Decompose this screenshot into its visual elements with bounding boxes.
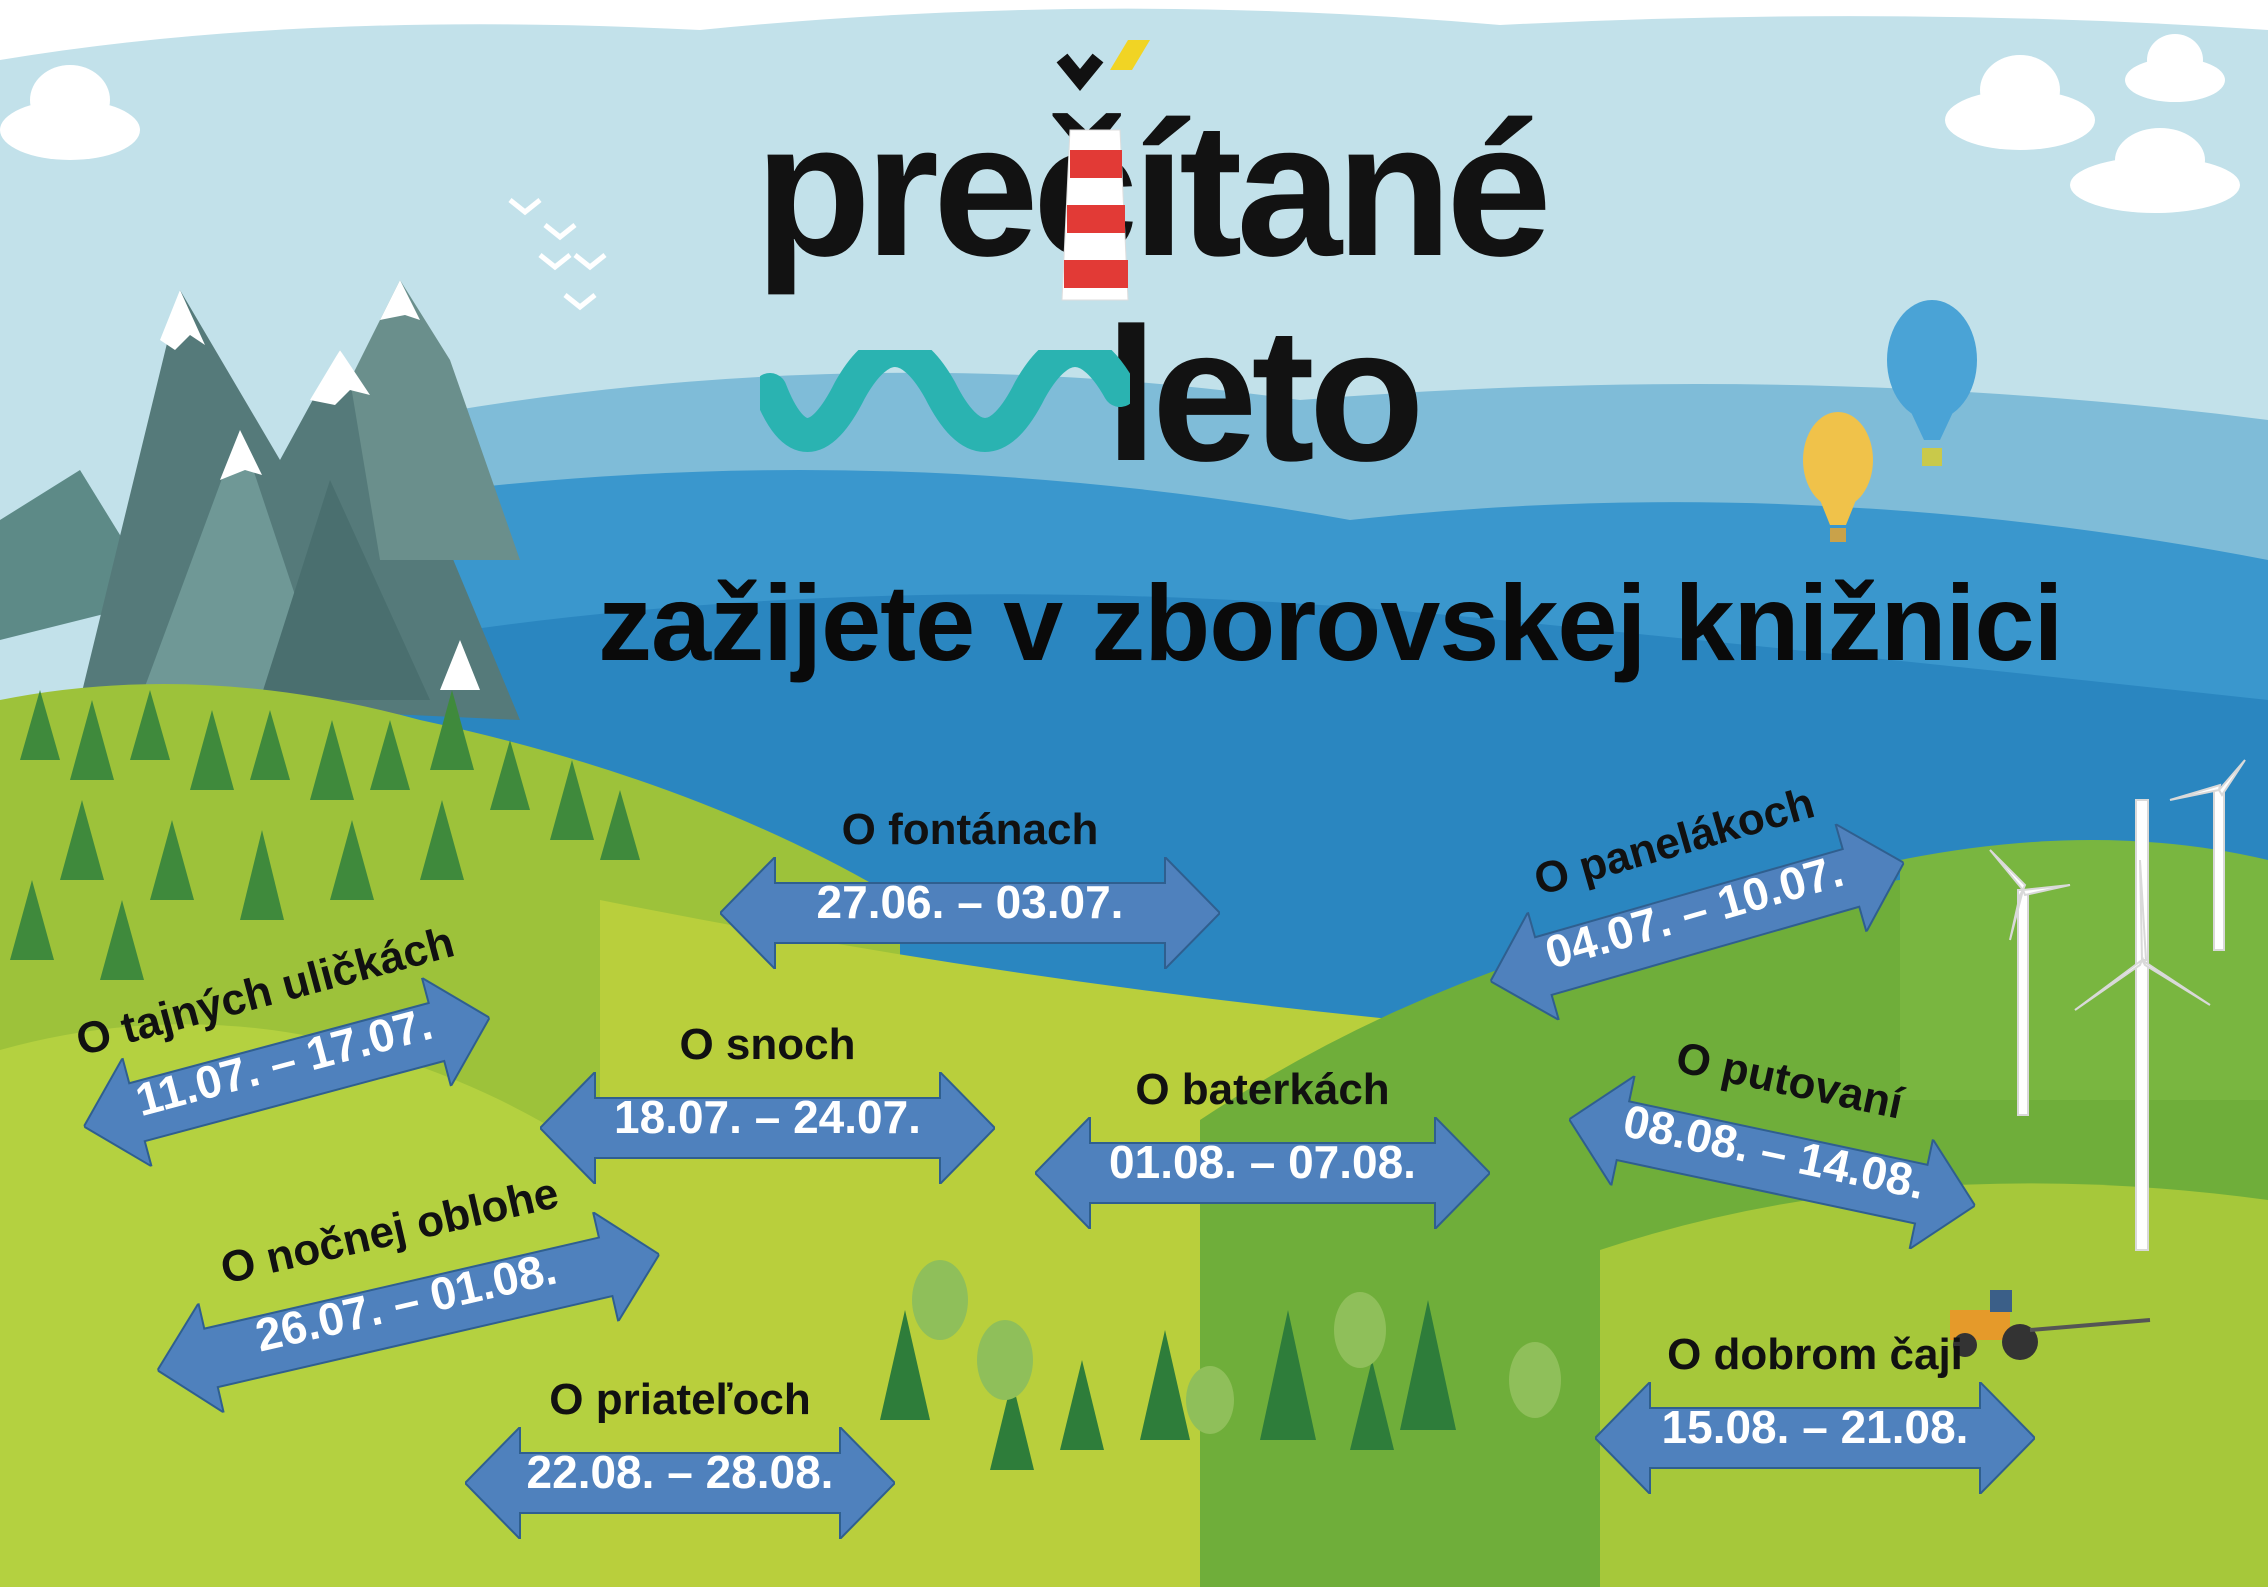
- wind-turbine-icon: [1989, 759, 2246, 1251]
- topic-dates: 27.06. – 03.07.: [816, 876, 1124, 928]
- topic-item: O tajných uličkách 11.07. – 17.07.: [56, 913, 504, 1180]
- topic-name: O snoch: [679, 1020, 856, 1069]
- birds-icon: [508, 198, 607, 311]
- logo-title-line2: leto: [1105, 289, 1425, 501]
- topic-item: O priateľoch 22.08. – 28.08.: [465, 1375, 895, 1539]
- topic-name: O priateľoch: [549, 1375, 811, 1424]
- tractor-icon: [1950, 1290, 2151, 1360]
- mountains-icon: [0, 280, 520, 720]
- double-arrow-icon: [1035, 1117, 1490, 1229]
- logo-title-line1: prečítané: [755, 84, 1552, 296]
- double-arrow-icon: [1567, 1073, 1977, 1252]
- topic-item: O panelákoch 04.07. – 10.07.: [1461, 759, 1920, 1035]
- topic-item: O dobrom čaji 15.08. – 21.08.: [1595, 1330, 2035, 1494]
- double-arrow-icon: [156, 1210, 661, 1415]
- double-arrow-icon: [1595, 1382, 2035, 1494]
- topic-item: O fontánach 27.06. – 03.07.: [720, 805, 1220, 969]
- round-trees-icon: [912, 1260, 1561, 1434]
- subtitle: zažijete v zborovskej knižnici: [598, 562, 2064, 683]
- topic-item: O nočnej oblohe 26.07. – 01.08.: [133, 1149, 672, 1425]
- topic-dates: 01.08. – 07.08.: [1109, 1136, 1416, 1188]
- topic-item: O baterkách 01.08. – 07.08.: [1035, 1065, 1490, 1229]
- forest-icon: [10, 690, 640, 980]
- topic-dates: 22.08. – 28.08.: [526, 1446, 834, 1498]
- double-arrow-icon: [465, 1427, 895, 1539]
- double-arrow-icon: [1489, 821, 1906, 1023]
- double-arrow-icon: [540, 1072, 995, 1184]
- cloud-icon: [0, 34, 2240, 213]
- topic-item: O putovaní 08.08. – 14.08.: [1557, 1014, 1997, 1261]
- trees-icon: [880, 1300, 1456, 1470]
- topic-dates: 18.07. – 24.07.: [614, 1091, 921, 1143]
- topic-item: O snoch 18.07. – 24.07.: [540, 1020, 995, 1184]
- topic-name: O dobrom čaji: [1667, 1330, 1963, 1379]
- topic-name: O baterkách: [1135, 1065, 1390, 1114]
- topic-name: O fontánach: [841, 805, 1099, 854]
- lighthouse-icon: [1056, 40, 1150, 301]
- topic-dates: 15.08. – 21.08.: [1661, 1401, 1969, 1453]
- hot-air-balloon-icon: [1803, 300, 1977, 542]
- wave-icon: [760, 350, 1130, 452]
- double-arrow-icon: [82, 975, 491, 1169]
- double-arrow-icon: [720, 857, 1220, 969]
